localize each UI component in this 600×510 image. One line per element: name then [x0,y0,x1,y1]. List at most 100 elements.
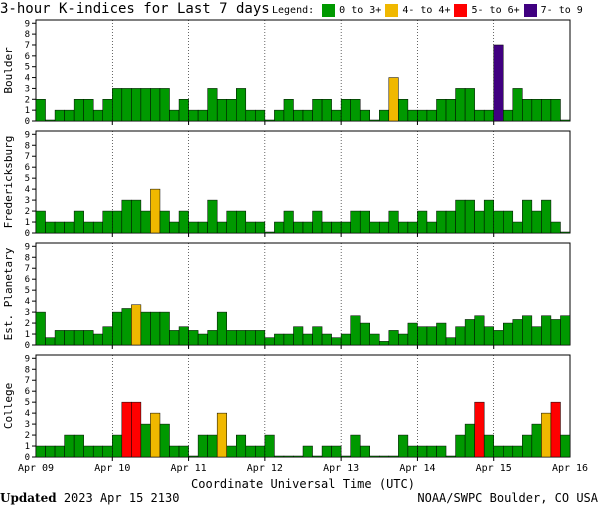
y-tick-label: 7 [25,264,30,274]
page-title: 3-hour K-indices for Last 7 days [0,1,270,17]
k-index-bar [483,326,494,346]
k-index-bar [541,99,552,122]
k-index-bar [321,333,332,346]
y-tick-label: 3 [25,84,30,94]
k-index-bar [503,109,514,122]
y-tick-label: 3 [25,420,30,430]
k-index-bar [445,210,456,234]
k-index-bar [321,99,332,122]
k-index-bar [45,119,56,122]
k-index-bar [388,210,399,234]
k-index-bar [560,231,571,234]
k-index-bar [560,119,571,122]
k-index-bar [207,88,218,122]
k-index-bar [541,412,552,458]
k-index-bar [83,330,94,346]
k-index-bar [293,326,304,346]
k-index-bar [541,315,552,346]
k-index-bar [369,119,380,122]
k-index-bar [188,221,199,234]
y-tick-label: 6 [25,163,30,173]
k-index-bar [531,326,542,346]
k-index-bar [379,109,390,122]
k-index-bar [245,221,256,234]
footer-updated: Updated 2023 Apr 15 2130 [0,491,179,505]
k-index-bar [369,333,380,346]
k-index-bar [54,445,65,458]
k-index-bar [379,455,390,458]
k-index-bar [512,88,523,122]
x-tick-label: Apr 16 [552,463,588,474]
k-index-bar [379,341,390,346]
y-tick-label: 4 [25,185,30,195]
k-index-bar [483,434,494,458]
k-index-bar [226,99,237,122]
k-index-bar [112,434,123,458]
k-index-bar [445,99,456,122]
k-index-bar [522,99,533,122]
k-index-bar [464,319,475,346]
legend-label-storm: 5- to 6+ [471,5,520,16]
k-index-bar [312,455,323,458]
k-index-bar [45,445,56,458]
k-index-bar [331,109,342,122]
k-index-bar [350,315,361,346]
k-index-bar [64,221,75,234]
k-index-bar [350,210,361,234]
k-index-bar [197,434,208,458]
k-index-bar [512,319,523,346]
k-index-bar [426,109,437,122]
k-index-bar [283,99,294,122]
k-index-bar [207,330,218,346]
k-index-bar [302,333,313,346]
k-index-bar [112,210,123,234]
k-index-bar [178,99,189,122]
k-index-bar [121,401,132,458]
k-index-bar [226,330,237,346]
k-index-bar [188,455,199,458]
k-index-bar [312,210,323,234]
k-index-bar [45,337,56,346]
k-index-bar [474,210,485,234]
k-index-bar [474,109,485,122]
k-index-bar [340,99,351,122]
panel-label: Boulder [2,47,15,94]
k-index-bar [340,333,351,346]
x-axis-label: Coordinate Universal Time (UTC) [191,477,415,491]
k-index-bar [140,311,151,346]
k-index-bar [92,333,103,346]
k-index-bar [83,221,94,234]
k-index-bar [531,423,542,458]
k-index-bar [283,210,294,234]
y-tick-label: 2 [25,319,30,329]
k-index-bar [398,434,409,458]
k-index-bar [274,221,285,234]
k-index-bar [207,199,218,234]
k-index-bar [512,221,523,234]
k-index-bar [226,445,237,458]
y-tick-label: 1 [25,330,30,340]
y-tick-label: 0 [25,453,30,463]
legend-swatch-storm [454,4,468,17]
k-index-bar [331,221,342,234]
k-index-bar [216,221,227,234]
y-tick-label: 2 [25,207,30,217]
k-index-bar [112,311,123,346]
legend-label-quiet: 0 to 3+ [339,5,382,16]
k-index-bar [264,337,275,346]
k-index-bar [379,221,390,234]
y-tick-label: 7 [25,41,30,51]
k-index-bar [464,199,475,234]
k-index-bar [436,445,447,458]
y-tick-label: 6 [25,52,30,62]
k-index-bar [169,445,180,458]
k-index-bar [398,221,409,234]
k-index-bar [560,434,571,458]
k-index-bar [464,88,475,122]
k-index-bar [92,445,103,458]
k-index-bar [274,333,285,346]
y-tick-label: 5 [25,286,30,296]
k-index-bar [550,221,561,234]
